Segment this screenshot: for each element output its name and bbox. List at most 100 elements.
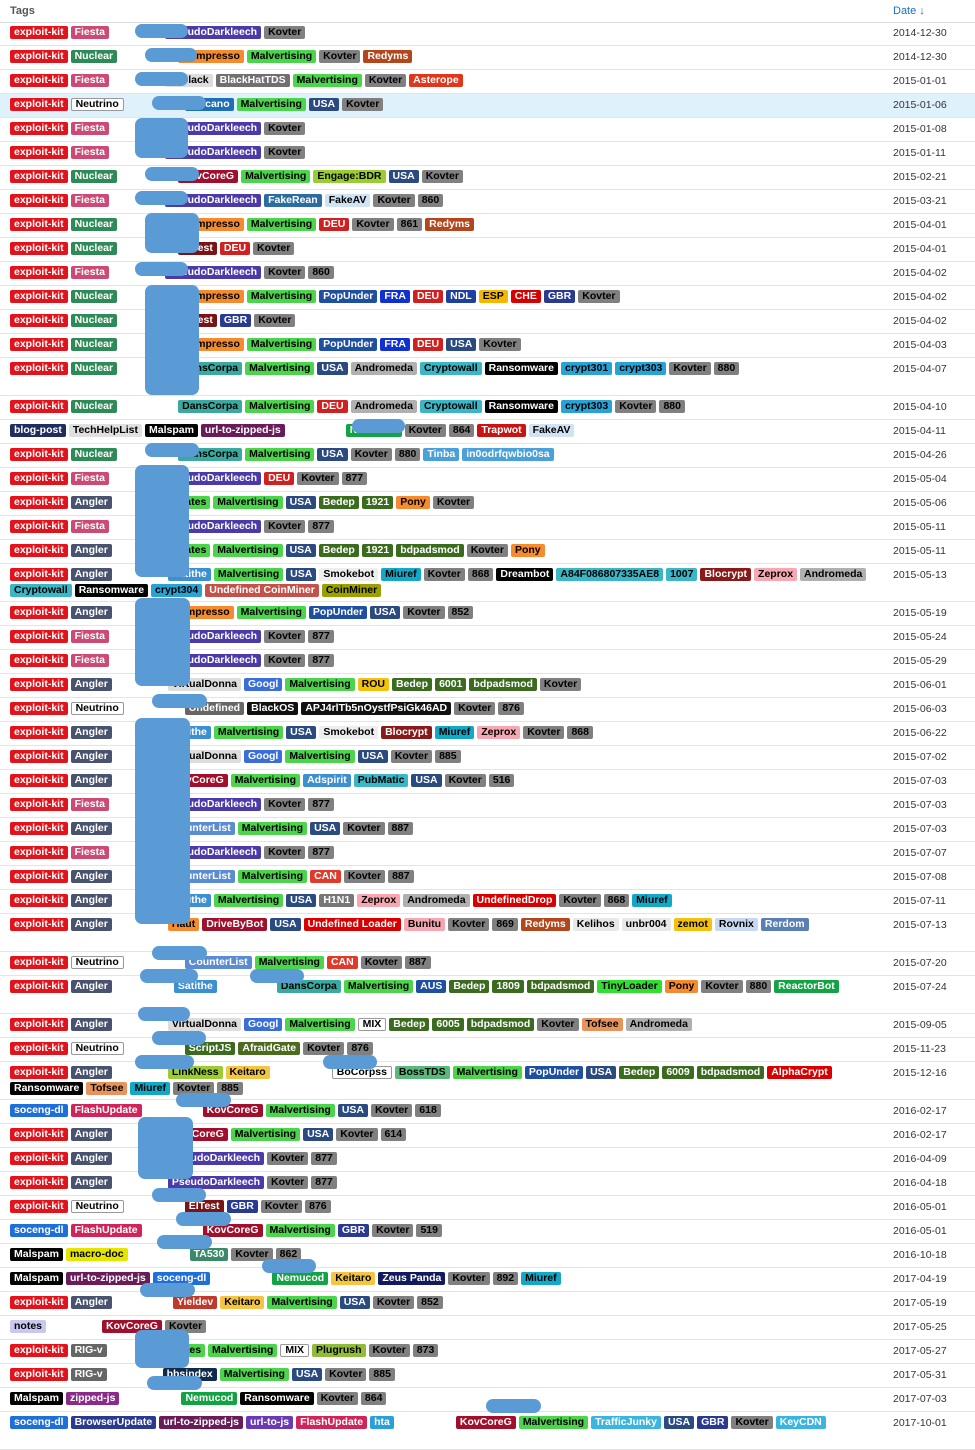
tag-badge[interactable]: Kovter [264, 146, 306, 159]
tag-badge[interactable]: Kovter [373, 194, 415, 207]
tag-badge[interactable]: USA [317, 362, 348, 375]
tag-badge[interactable]: Kovter [578, 290, 620, 303]
tag-badge[interactable]: TA530 [189, 1248, 229, 1261]
tag-badge[interactable]: Malvertising [237, 870, 308, 883]
tag-badge[interactable]: 862 [275, 1248, 302, 1261]
tag-badge[interactable]: bdpadsmod [469, 678, 537, 691]
tag-badge[interactable]: Bedep [619, 1066, 660, 1079]
tag-badge[interactable]: Pony [396, 496, 430, 509]
tag-badge[interactable]: Bedep [391, 678, 433, 691]
tag-badge[interactable]: USA [285, 544, 316, 557]
tag-badge[interactable]: Bedep [449, 980, 490, 993]
tag-badge[interactable]: 877 [311, 1176, 337, 1189]
tag-badge[interactable]: FakeAV [528, 424, 575, 437]
tag-badge[interactable]: Fiesta [70, 520, 109, 533]
tag-badge[interactable]: exploit-kit [10, 956, 68, 969]
tag-badge[interactable]: Redyms [520, 918, 570, 931]
tag-badge[interactable]: AlphaCrypt [767, 1066, 832, 1079]
tag-badge[interactable]: Kovter [701, 980, 743, 993]
tag-badge[interactable]: Neutrino [70, 956, 124, 969]
tag-badge[interactable]: Kovter [297, 472, 339, 485]
tag-badge[interactable]: Kovter [264, 654, 306, 667]
table-row[interactable]: exploit-kit Neutrino Undefined BlackOS APJ4r… [0, 698, 975, 722]
tag-badge[interactable]: Fiesta [70, 472, 109, 485]
tag-badge[interactable]: bdpadsmod [526, 980, 595, 993]
tag-badge[interactable]: exploit-kit [10, 400, 68, 413]
tag-badge[interactable]: Miuref [130, 1082, 170, 1095]
tag-badge[interactable]: Nuclear [70, 170, 118, 183]
tag-badge[interactable]: Ransomware [10, 1082, 84, 1095]
tag-badge[interactable]: 1809 [492, 980, 524, 993]
table-row[interactable]: exploit-kit Angler KovCoreG Malvertising USA… [0, 1124, 975, 1148]
table-row[interactable]: exploit-kit Angler Ebates Malvertising USA Be… [0, 492, 975, 516]
tag-badge[interactable]: 877 [308, 630, 334, 643]
tag-badge[interactable]: Angler [70, 1066, 112, 1079]
tag-badge[interactable]: USA [370, 606, 401, 619]
tag-badge[interactable]: 877 [341, 472, 368, 485]
tag-badge[interactable]: 877 [308, 846, 334, 859]
tag-badge[interactable]: soceng-dl [10, 1224, 68, 1237]
table-row[interactable]: exploit-kit Fiesta PseudoDarkleech FakeRean… [0, 190, 975, 214]
tag-badge[interactable]: Kovter [731, 1416, 773, 1429]
tag-badge[interactable]: KeyCDN [775, 1416, 826, 1429]
table-row[interactable]: exploit-kit Fiesta PseudoDarkleech Kovter 87… [0, 842, 975, 866]
tag-badge[interactable]: crypt303 [560, 400, 613, 413]
table-row[interactable]: exploit-kitAnglerSatitheMalvertisingUSAS… [0, 722, 975, 746]
tag-badge[interactable]: 614 [380, 1128, 407, 1141]
tag-badge[interactable]: Fiesta [70, 266, 109, 279]
tag-badge[interactable]: Fiesta [70, 26, 109, 39]
tag-badge[interactable]: Kovter [403, 606, 445, 619]
tag-badge[interactable]: exploit-kit [10, 338, 68, 351]
tag-badge[interactable]: Angler [70, 822, 112, 835]
tag-badge[interactable]: Malvertising [230, 1128, 301, 1141]
tag-badge[interactable]: Nuclear [70, 448, 118, 461]
tag-badge[interactable]: Asterope [409, 74, 463, 87]
tag-badge[interactable]: 880 [745, 980, 772, 993]
table-row[interactable]: exploit-kit Fiesta PseudoDarkleech Kovter 20… [0, 118, 975, 142]
tag-badge[interactable]: exploit-kit [10, 894, 68, 907]
tag-badge[interactable]: url-to-js [246, 1416, 294, 1429]
tag-badge[interactable]: USA [303, 1128, 334, 1141]
tag-badge[interactable]: ScriptJS [184, 1042, 236, 1055]
tag-badge[interactable]: Malvertising [245, 400, 315, 413]
tag-badge[interactable]: Angler [70, 980, 112, 993]
table-row[interactable]: exploit-kit Angler LinkNess Keitaro BoCorpss… [0, 1062, 975, 1100]
tag-badge[interactable]: Kovter [444, 774, 486, 787]
tag-badge[interactable]: Angler [70, 606, 112, 619]
tag-badge[interactable]: Kovter [316, 1392, 358, 1405]
tag-badge[interactable]: crypt304 [151, 584, 203, 597]
tag-badge[interactable]: PopUnder [319, 290, 378, 303]
tag-badge[interactable]: Kovter [260, 1200, 303, 1213]
tag-badge[interactable]: USA [291, 1368, 323, 1381]
tag-badge[interactable]: exploit-kit [10, 520, 68, 533]
tag-badge[interactable]: Bedep [389, 1018, 430, 1031]
tag-badge[interactable]: Tofsee [581, 1018, 623, 1031]
tag-badge[interactable]: exploit-kit [10, 918, 68, 931]
tag-badge[interactable]: AfraidGate [238, 1042, 301, 1055]
tag-badge[interactable]: 876 [498, 702, 524, 715]
tag-badge[interactable]: Zeprox [754, 568, 798, 581]
tag-badge[interactable]: TechHelpList [68, 424, 142, 437]
tag-badge[interactable]: FakeAV [324, 194, 371, 207]
tag-badge[interactable]: exploit-kit [10, 1066, 68, 1079]
tag-badge[interactable]: Satithe [173, 980, 217, 993]
tag-badge[interactable]: 852 [417, 1296, 443, 1309]
table-row[interactable]: exploit-kit RIG-v bbsindex Malvertising USA K… [0, 1364, 975, 1388]
tag-badge[interactable]: GBR [697, 1416, 729, 1429]
tag-badge[interactable]: Zeprox [357, 894, 401, 907]
tag-badge[interactable]: exploit-kit [10, 146, 68, 159]
tag-badge[interactable]: Malspam [10, 1248, 63, 1261]
table-row[interactable]: Malspam url-to-zipped-js soceng-dl Nemucod K… [0, 1268, 975, 1292]
tag-badge[interactable]: 887 [387, 822, 414, 835]
tag-badge[interactable]: Kelihos [572, 918, 619, 931]
tag-badge[interactable]: BrowserUpdate [70, 1416, 157, 1429]
tag-badge[interactable]: Fiesta [70, 74, 109, 87]
tag-badge[interactable]: Cryptowall [10, 584, 72, 597]
tag-badge[interactable]: Fiesta [70, 846, 109, 859]
tag-badge[interactable]: exploit-kit [10, 290, 68, 303]
tag-badge[interactable]: GBR [226, 1200, 258, 1213]
tag-badge[interactable]: Angler [70, 1018, 112, 1031]
tag-badge[interactable]: Malvertising [292, 74, 362, 87]
tag-badge[interactable]: Adspirit [303, 774, 351, 787]
tag-badge[interactable]: Kovter [266, 1152, 309, 1165]
